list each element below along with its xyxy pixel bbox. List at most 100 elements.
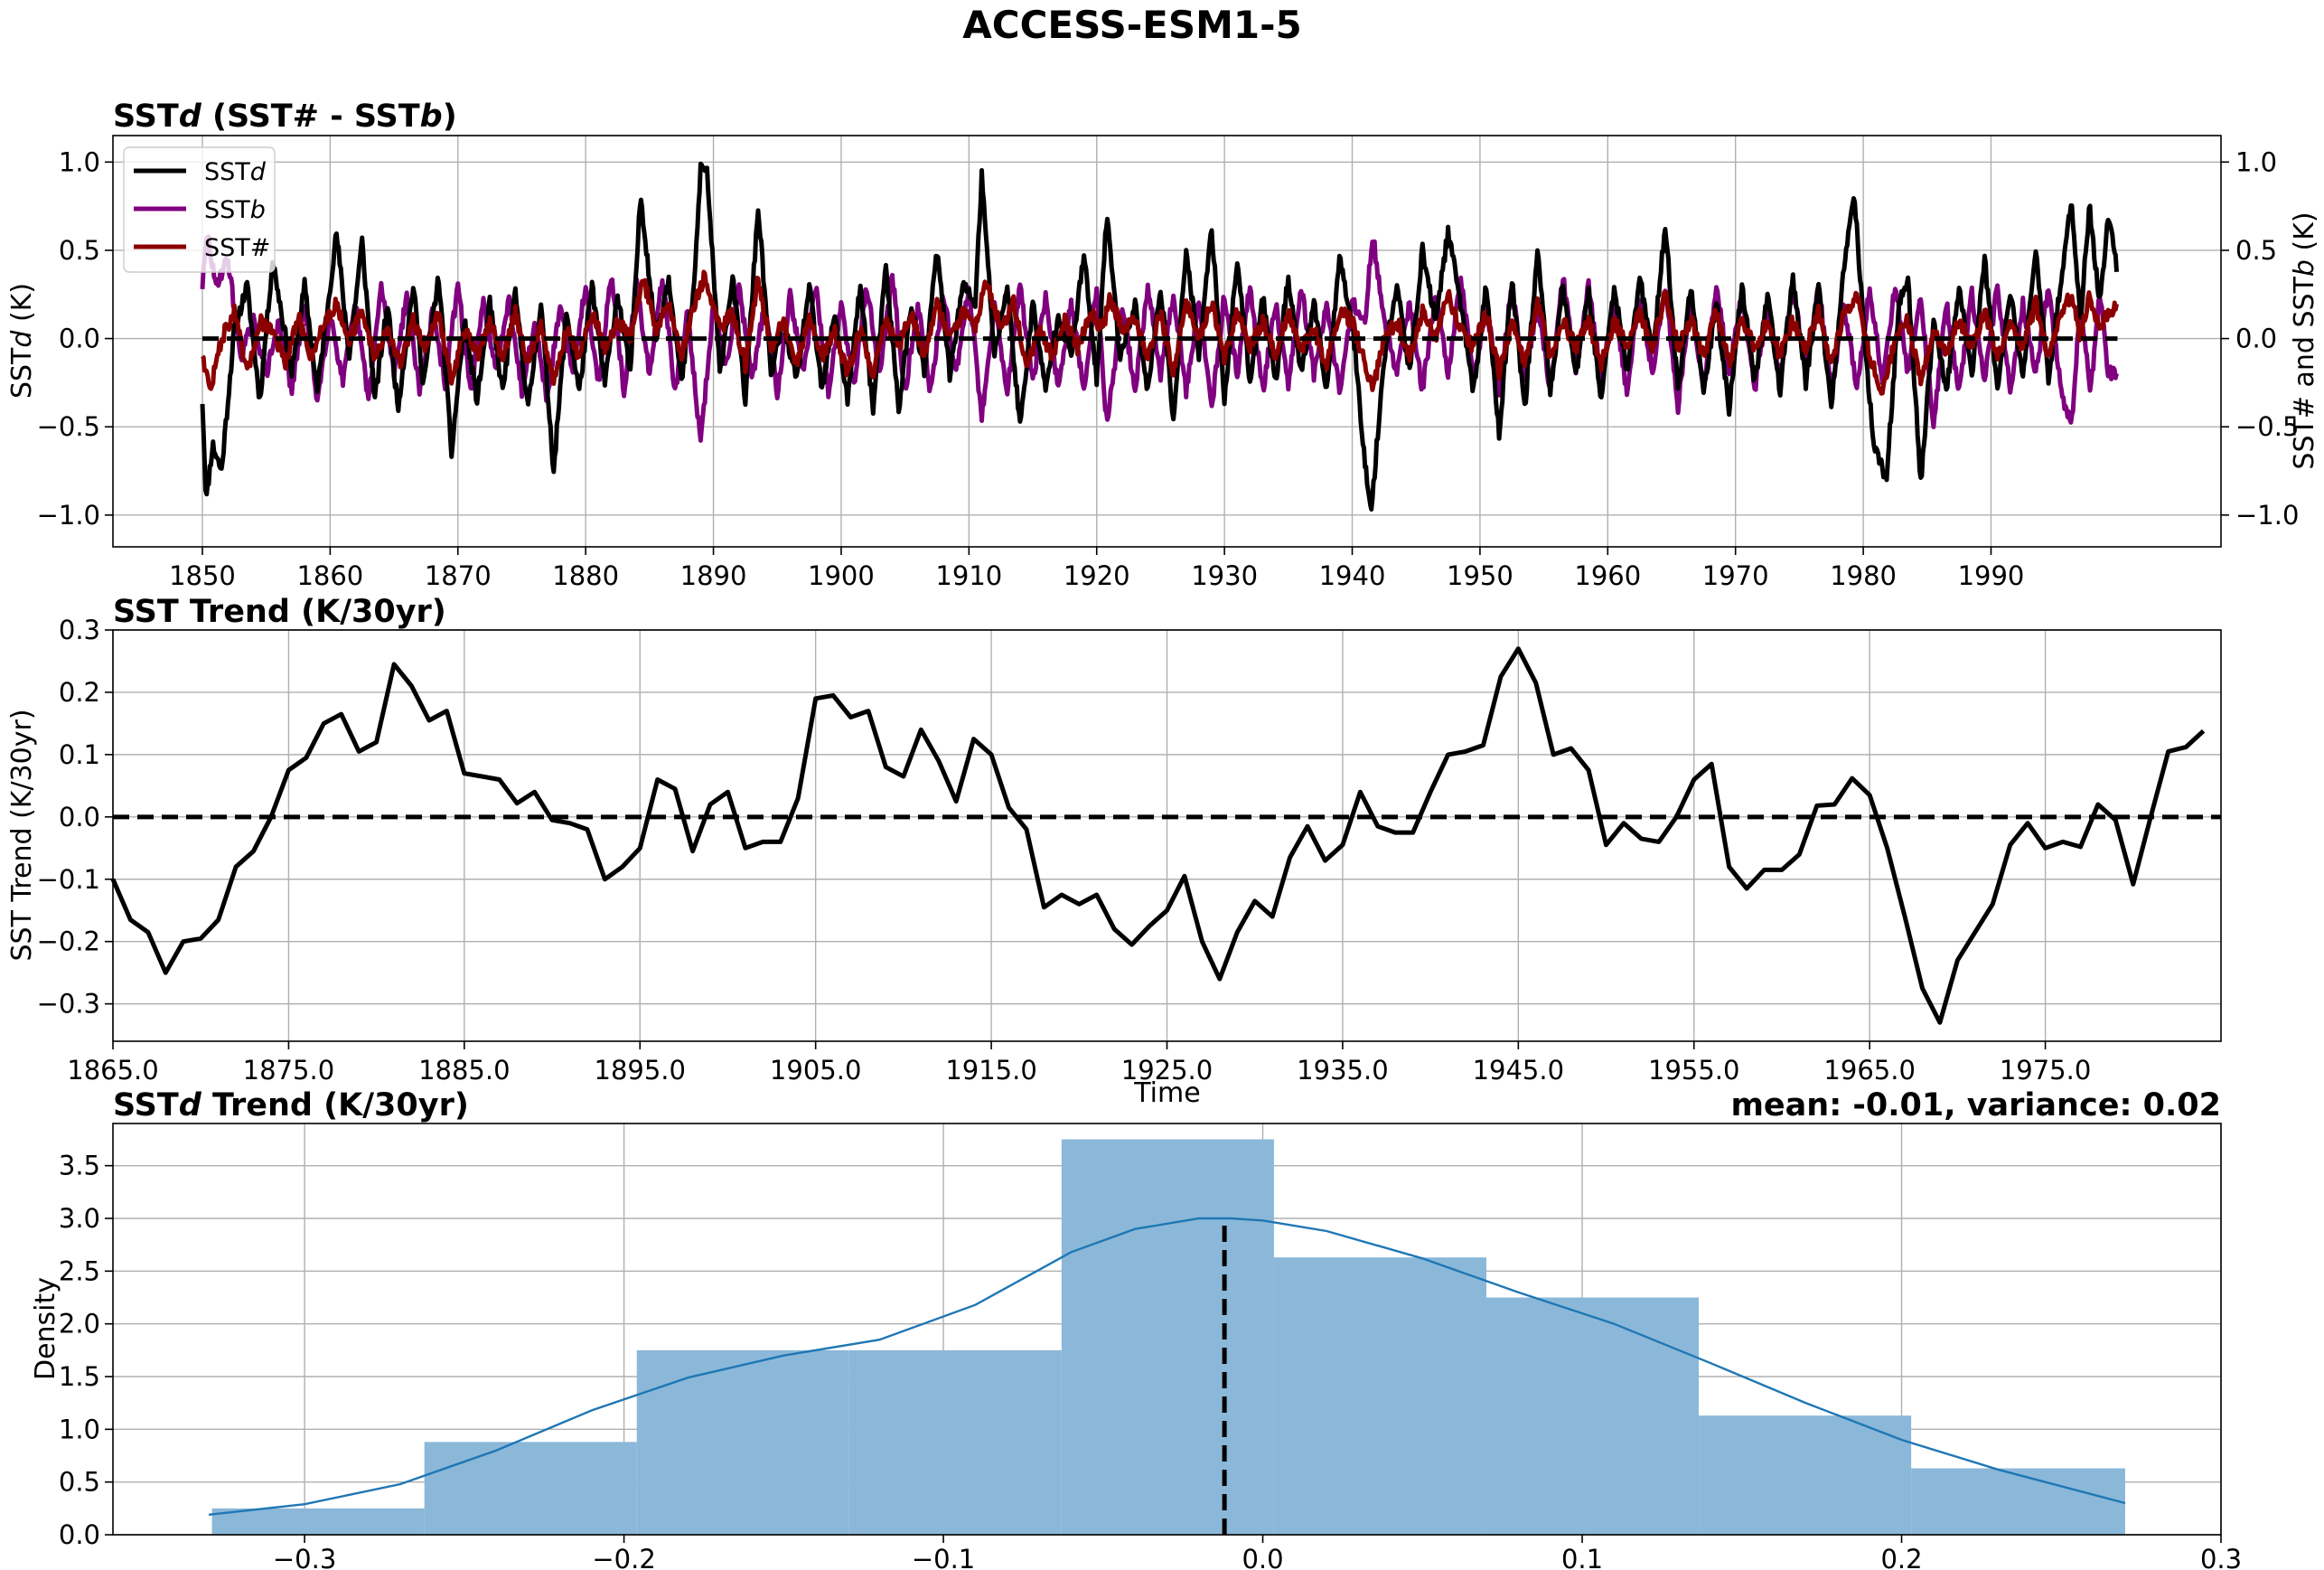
x-tick-label: 1895.0 [595,1055,686,1086]
text-run: SST [6,347,38,399]
text-run: SST [113,1087,179,1123]
x-tick-label: 1850 [169,560,236,591]
y-tick-label: 0.3 [59,615,100,645]
series-line [201,269,2119,396]
y-tick-label-right: −0.5 [2235,411,2299,442]
legend-label: SSTb [204,196,266,224]
y-tick-label: −0.2 [37,926,100,957]
panel3-ticks: −0.3 −0.2 −0.1 0.0 0.1 0.2 0.3 0.0 0.5 1.0 1.5 2.0 2… [59,1151,2242,1570]
text-run: SST# [204,234,270,262]
x-tick-label: 1880 [552,560,619,591]
text-run: SST# and SST [2289,276,2320,469]
y-tick-label: 0.0 [59,324,100,354]
x-tick-label: 1885.0 [418,1055,510,1086]
x-tick-label: 1920 [1064,560,1130,591]
x-tick-label: 1940 [1319,560,1386,591]
text-run: Trend (K/30yr) [201,1087,469,1123]
y-tick-label-right: 1.0 [2235,146,2277,177]
x-tick-label: 0.2 [1880,1544,1922,1570]
panel-sst-trend: 1865.0 1875.0 1885.0 1895.0 1905.0 1915.0 1925… [6,594,2222,1109]
text-run: ) [443,99,457,135]
histogram-bar [1699,1415,1912,1535]
x-tick-label: 1990 [1958,560,2025,591]
panel3-lines [208,1217,2126,1535]
x-tick-label: 1875.0 [243,1055,334,1086]
text-run: SST [113,99,179,135]
panel1-ylabel: SSTd (K) [6,283,38,399]
y-tick-label: 3.5 [59,1151,100,1181]
y-tick-label: 1.0 [59,1414,100,1444]
y-tick-label: 0.5 [59,235,100,266]
panel2-grid [112,629,2221,1041]
y-tick-label: −0.1 [37,864,100,895]
trend-line [110,646,2206,1025]
panel-sstd-timeseries: 1850 1860 1870 1880 1890 1900 1910 1920 1930 1940… [6,99,2320,591]
text-run: SST [204,196,250,224]
panel1-legend: SSTd SSTb SST# [123,146,276,273]
x-tick-label: 1860 [296,560,363,591]
histogram-bar [424,1442,637,1535]
x-tick-label: 1925.0 [1121,1055,1213,1086]
text-run: (K) [6,283,38,331]
x-tick-label: 1935.0 [1297,1055,1388,1086]
text-run: d [179,1087,202,1123]
text-run: b [420,99,443,135]
x-tick-label: 1890 [680,560,747,591]
x-tick-label: −0.1 [912,1544,975,1570]
panel3-title: SSTd Trend (K/30yr) [113,1087,469,1123]
text-run: d [179,99,202,135]
x-tick-label: 1930 [1191,560,1258,591]
x-tick-label: 1945.0 [1473,1055,1564,1086]
panel3-frame [112,1123,2222,1536]
kde-curve [208,1217,2126,1516]
text-run: (K) [2289,212,2320,259]
x-tick-label: 0.1 [1561,1544,1603,1570]
text-run: b [250,196,266,224]
figure-suptitle: ACCESS-ESM1-5 [962,3,1302,47]
x-tick-label: 0.0 [1242,1544,1283,1570]
y-tick-label: 0.2 [59,677,100,708]
y-tick-label: 0.0 [59,1519,100,1550]
y-tick-label: 2.0 [59,1309,100,1340]
x-tick-label: 1900 [808,560,875,591]
x-tick-label: 1915.0 [945,1055,1036,1086]
y-tick-label: 0.1 [59,739,100,770]
histogram-bar [636,1349,849,1535]
panel2-title: SST Trend (K/30yr) [113,594,446,630]
panel1-lines [200,161,2119,512]
panel1-title: SSTd (SST# - SSTb) [113,99,457,135]
panel3-stats: mean: -0.01, variance: 0.02 [1730,1087,2221,1123]
x-tick-label: 1980 [1830,560,1897,591]
histogram-bar [211,1508,425,1535]
y-tick-label: 0.5 [59,1467,100,1498]
panel3-bars [211,1139,2125,1535]
histogram-bar [1485,1297,1700,1535]
text-run: b [2289,259,2320,277]
histogram-bar [1273,1257,1486,1535]
panel1-ticks: 1850 1860 1870 1880 1890 1900 1910 1920 1930 1940… [37,146,2300,591]
panel-sstd-trend-histogram: −0.3 −0.2 −0.1 0.0 0.1 0.2 0.3 0.0 0.5 1.0 1.5 2.0 2… [30,1087,2242,1570]
y-tick-label-right: 0.0 [2235,324,2277,354]
panel2-xlabel: Time [1133,1077,1200,1109]
x-tick-label: 1960 [1574,560,1641,591]
y-tick-label: 1.0 [59,146,100,177]
text-run: d [6,330,38,348]
histogram-bar [848,1349,1062,1535]
x-tick-label: −0.3 [273,1544,336,1570]
panel3-ylabel: Density [30,1277,61,1380]
legend-label: SST# [204,234,270,262]
panel2-ticks: 1865.0 1875.0 1885.0 1895.0 1905.0 1915.0 1925… [37,615,2092,1086]
x-tick-label: −0.2 [592,1544,655,1570]
x-tick-label: 1950 [1447,560,1513,591]
x-tick-label: 1910 [935,560,1002,591]
y-tick-label-right: 0.5 [2235,235,2277,266]
legend-box [123,146,276,273]
x-tick-label: 1965.0 [1823,1055,1915,1086]
y-tick-label: 2.5 [59,1255,100,1286]
y-tick-label-right: −1.0 [2235,500,2299,531]
y-tick-label: −0.3 [37,989,100,1020]
x-tick-label: 1970 [1702,560,1769,591]
legend-label: SSTd [204,158,267,186]
x-tick-label: 0.3 [2200,1544,2242,1570]
